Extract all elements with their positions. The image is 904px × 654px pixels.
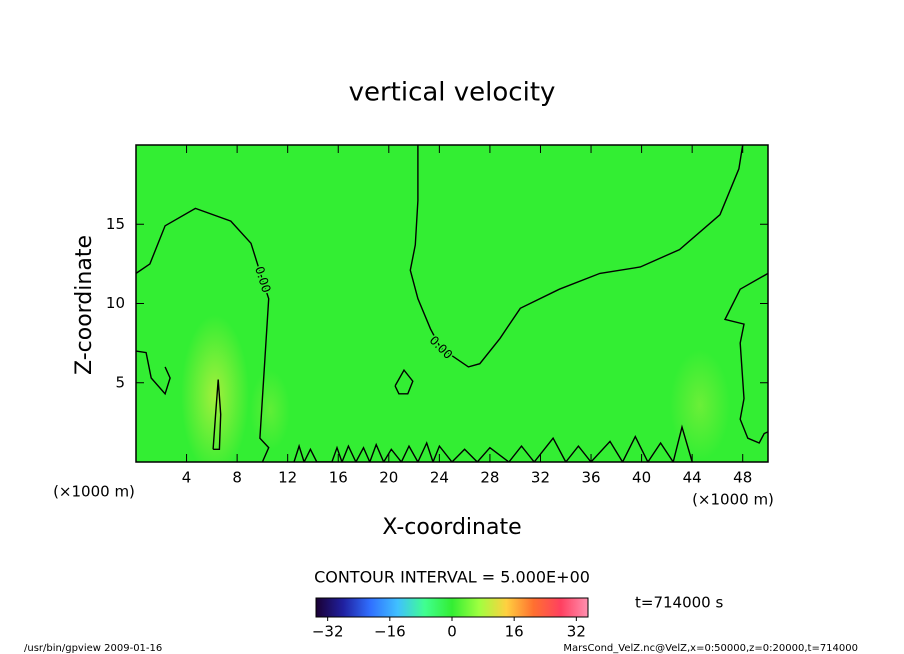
x-tick-label: 12 — [278, 469, 297, 487]
field-highlight — [670, 350, 730, 460]
field-highlight — [181, 315, 249, 462]
x-tick-label: 28 — [480, 469, 499, 487]
contour-line — [723, 272, 768, 444]
y-tick-label: 15 — [106, 215, 125, 233]
colorbar-tick-label: −32 — [312, 623, 344, 641]
x-tick-label: 4 — [182, 469, 192, 487]
chart-title: vertical velocity — [349, 78, 556, 108]
x-tick-label: 24 — [430, 469, 449, 487]
contour-line — [136, 350, 171, 396]
x-axis-label: X-coordinate — [382, 515, 521, 540]
contour-line — [394, 368, 414, 395]
colorbar-tick-label: 0 — [447, 623, 457, 641]
x-tick-label: 40 — [632, 469, 651, 487]
contour-interval: CONTOUR INTERVAL = 5.000E+00 — [314, 568, 590, 587]
contour-line — [136, 207, 270, 462]
y-axis-label: Z-coordinate — [72, 235, 97, 375]
contour-line — [293, 424, 693, 462]
colorbar — [315, 597, 589, 618]
y-tick-label: 10 — [106, 294, 125, 312]
y-tick-label: 5 — [115, 373, 125, 391]
contour-line — [409, 145, 744, 368]
x-tick-label: 44 — [683, 469, 702, 487]
x-unit: (×1000 m) — [692, 491, 774, 509]
x-tick-label: 8 — [232, 469, 242, 487]
colorbar-tick-label: 32 — [567, 623, 586, 641]
time-label: t=714000 s — [635, 594, 723, 612]
colorbar-tick-label: −16 — [374, 623, 406, 641]
field-highlight — [250, 370, 290, 450]
colorbar-tick-label: 16 — [505, 623, 524, 641]
x-tick-label: 48 — [733, 469, 752, 487]
x-unit: (×1000 m) — [53, 483, 135, 501]
footer-left: /usr/bin/gpview 2009-01-16 — [24, 643, 162, 654]
x-tick-label: 16 — [329, 469, 348, 487]
x-tick-label: 36 — [581, 469, 600, 487]
footer-right: MarsCond_VelZ.nc@VelZ,x=0:50000,z=0:2000… — [563, 643, 858, 654]
contour-line — [212, 379, 222, 450]
x-tick-label: 32 — [531, 469, 550, 487]
x-tick-label: 20 — [379, 469, 398, 487]
